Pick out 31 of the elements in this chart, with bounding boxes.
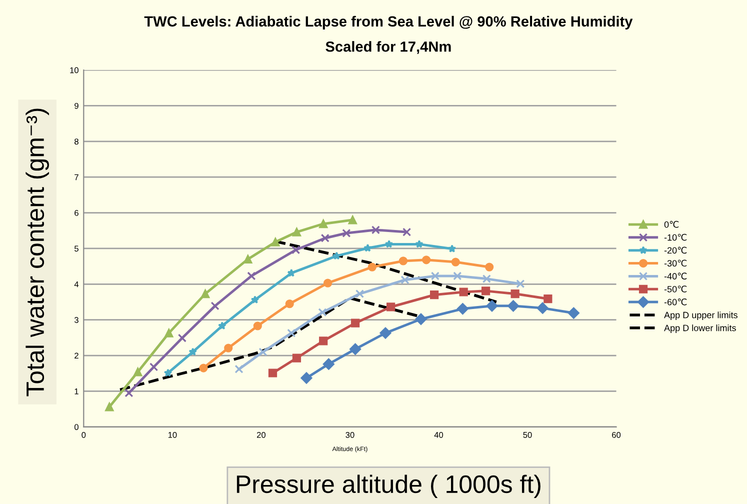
y-tick-label: 6 <box>74 210 78 216</box>
x-tick-label: 20 <box>256 432 266 438</box>
legend-label: 0℃ <box>664 220 679 228</box>
x-tick-label: 10 <box>168 432 177 438</box>
y-tick-label: 10 <box>70 67 78 74</box>
legend-label: -40℃ <box>664 272 687 280</box>
y-tick-label: 3 <box>74 317 78 323</box>
y-tick-label: 8 <box>74 138 78 145</box>
x-tick-label: 30 <box>346 432 354 438</box>
chart-subtitle: Scaled for 17,4Nm <box>326 41 451 54</box>
y-tick-label: 0 <box>74 424 78 430</box>
y-tick-label: 4 <box>74 281 79 288</box>
chart-title: TWC Levels: Adiabatic Lapse from Sea Level @ 90% Relative Humidity <box>144 16 633 30</box>
legend-label: App D lower limits <box>664 324 736 333</box>
y-tick-label: 7 <box>74 174 78 180</box>
x-tick-label: 40 <box>434 432 444 438</box>
legend-label: -30℃ <box>664 260 687 267</box>
legend-label: App D upper limits <box>664 312 738 320</box>
x-tick-label: 60 <box>612 432 621 438</box>
x-axis-title: Pressure altitude ( 1000s ft) <box>236 474 540 498</box>
x-tick-label: 0 <box>82 432 86 438</box>
y-axis-title: Total water content (gm⁻³) <box>26 108 49 396</box>
y-tick-label: 1 <box>74 388 78 394</box>
legend-label: -10℃ <box>664 234 687 241</box>
legend-label: -20℃ <box>664 246 687 254</box>
legend-label: -50℃ <box>664 286 687 292</box>
y-tick-label: 2 <box>74 352 78 359</box>
y-tick-label: 9 <box>74 102 78 109</box>
y-tick-label: 5 <box>74 246 78 252</box>
x-tick-label: 50 <box>523 432 532 438</box>
legend-label: -60℃ <box>664 298 687 306</box>
